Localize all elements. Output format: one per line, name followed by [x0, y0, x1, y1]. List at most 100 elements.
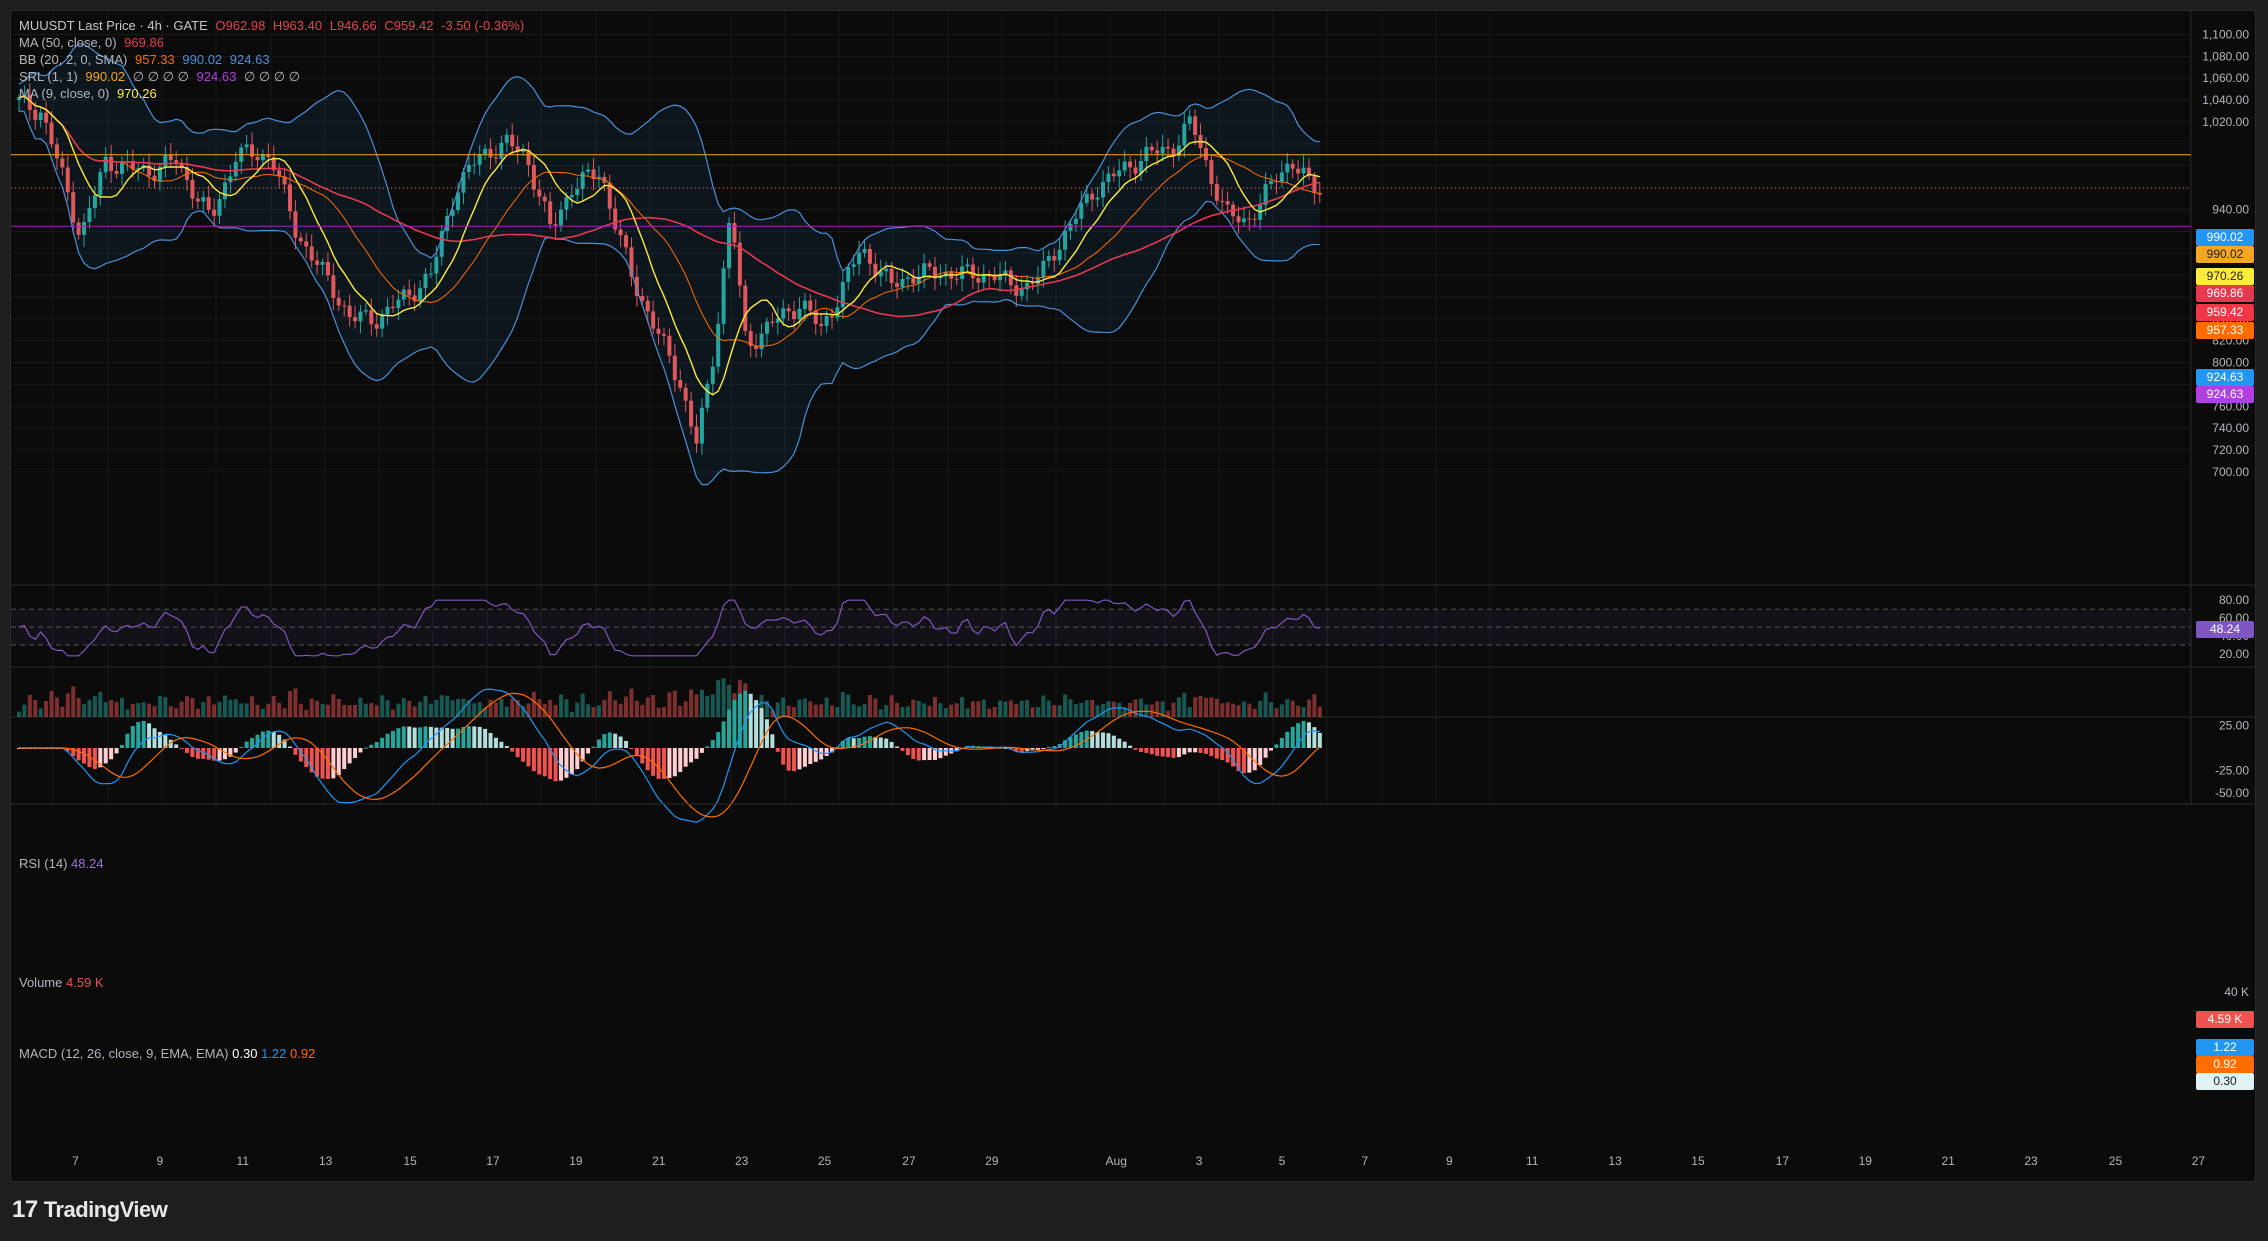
macd-histogram-bar	[754, 700, 759, 748]
macd-histogram-bar	[407, 726, 412, 748]
candle	[277, 170, 282, 177]
symbol-legend[interactable]: MUUSDT Last Price · 4h · GATE O962.98 H9…	[19, 18, 528, 33]
srl-legend[interactable]: SRL (1, 1) 990.02 ∅ ∅ ∅ ∅ 924.63 ∅ ∅ ∅ ∅	[19, 69, 304, 85]
volume-bar	[596, 705, 601, 717]
candle	[147, 165, 152, 176]
rsi-legend[interactable]: RSI (14) 48.24	[19, 856, 104, 871]
tradingview-brand[interactable]: 17 TradingView	[12, 1196, 168, 1224]
macd-histogram-bar	[266, 730, 271, 748]
volume-bar	[1073, 704, 1078, 717]
volume-bar	[694, 694, 699, 717]
chart-frame[interactable]: 1,100.00 1,080.00 1,060.00 1,040.00 1,020.00…	[10, 10, 2256, 1182]
macd-histogram-bar	[1193, 748, 1198, 753]
bb-lower-line	[18, 110, 1320, 486]
volume-bar	[325, 704, 330, 717]
macd-legend[interactable]: MACD (12, 26, close, 9, EMA, EMA) 0.30 1…	[19, 1046, 315, 1061]
macd-histogram-bar	[1171, 748, 1176, 758]
candle	[1290, 163, 1295, 169]
volume-bar	[1019, 700, 1024, 717]
candle	[873, 263, 878, 277]
volume-bar	[1317, 706, 1322, 717]
candle	[797, 308, 802, 320]
candle	[683, 387, 688, 401]
macd-histogram-bar	[1301, 721, 1306, 748]
macd-histogram-bar	[797, 748, 802, 770]
price-tag: 990.02	[2196, 246, 2254, 263]
macd-histogram-bar	[1214, 748, 1219, 759]
macd-histogram-bar	[737, 693, 742, 748]
ma50-label: MA (50, close, 0)	[19, 35, 117, 50]
candle	[293, 211, 298, 238]
volume-bar	[179, 701, 184, 717]
candle	[727, 222, 732, 269]
candle	[932, 266, 937, 279]
macd-histogram-bar	[857, 737, 862, 748]
rsi-value: 48.24	[71, 856, 104, 871]
volume-legend[interactable]: Volume 4.59 K	[19, 975, 104, 990]
volume-bar	[515, 700, 520, 717]
volume-bar	[33, 700, 38, 717]
volume-bar	[775, 702, 780, 717]
macd-histogram-bar	[602, 734, 607, 748]
volume-bar	[27, 694, 32, 717]
macd-histogram-bar	[396, 728, 401, 748]
macd-histogram-bar	[304, 748, 309, 768]
macd-histogram-bar	[206, 748, 211, 760]
volume-bar	[499, 698, 504, 717]
candle	[1241, 218, 1246, 223]
macd-histogram-bar	[168, 739, 173, 748]
candle	[38, 112, 43, 120]
macd-histogram-bar	[938, 748, 943, 759]
chart-canvas[interactable]: 1,100.00 1,080.00 1,060.00 1,040.00 1,020.00…	[11, 11, 2255, 1181]
time-tick-label: 29	[985, 1154, 999, 1168]
volume-bar	[835, 707, 840, 717]
ma9-legend[interactable]: MA (9, close, 0) 970.26	[19, 86, 161, 101]
ma50-legend[interactable]: MA (50, close, 0) 969.86	[19, 35, 168, 50]
candle	[195, 198, 200, 202]
time-tick-label: 9	[1446, 1154, 1453, 1168]
time-tick-label: 19	[569, 1154, 583, 1168]
macd-histogram-bar	[450, 728, 455, 748]
macd-histogram-bar	[174, 744, 179, 748]
time-tick-label: Aug	[1106, 1154, 1127, 1168]
candle	[927, 263, 932, 267]
macd-histogram-bar	[1090, 731, 1095, 748]
volume-bar	[1101, 703, 1105, 717]
macd-histogram-bar	[813, 748, 818, 762]
candle	[884, 268, 889, 272]
candle	[916, 276, 921, 284]
bb-legend[interactable]: BB (20, 2, 0, SMA) 957.33 990.02 924.63	[19, 52, 274, 67]
candle	[461, 171, 466, 193]
macd-histogram-bar	[1247, 748, 1252, 773]
macd-histogram-bar	[250, 738, 255, 748]
candle	[792, 311, 797, 320]
candle	[201, 197, 206, 202]
macd-tag: 1.22	[2196, 1039, 2254, 1056]
macd-histogram-bar	[109, 748, 114, 760]
macd-histogram-bar	[222, 748, 227, 760]
macd-histogram-bar	[591, 746, 596, 748]
candle	[60, 158, 65, 168]
macd-histogram-bar	[423, 726, 428, 748]
time-tick-label: 27	[2192, 1154, 2206, 1168]
volume-bar	[1279, 704, 1284, 717]
candle	[895, 283, 900, 287]
time-tick-label: 21	[1941, 1154, 1955, 1168]
time-tick-label: 17	[1776, 1154, 1790, 1168]
price-tag: 924.63	[2196, 386, 2254, 403]
candle	[521, 149, 526, 152]
macd-histogram-bar	[342, 748, 347, 770]
candle	[1030, 282, 1035, 284]
candle	[358, 311, 363, 322]
volume-bar	[304, 709, 309, 717]
macd-histogram-bar	[694, 748, 699, 759]
volume-bar	[1035, 707, 1040, 717]
volume-bar	[255, 704, 260, 717]
volume-bar	[331, 694, 336, 717]
candle	[385, 306, 390, 315]
volume-bar	[727, 684, 732, 717]
volume-bar	[629, 688, 634, 717]
candle	[315, 260, 320, 265]
macd-histogram-bar	[1296, 723, 1301, 748]
candle	[661, 333, 666, 336]
